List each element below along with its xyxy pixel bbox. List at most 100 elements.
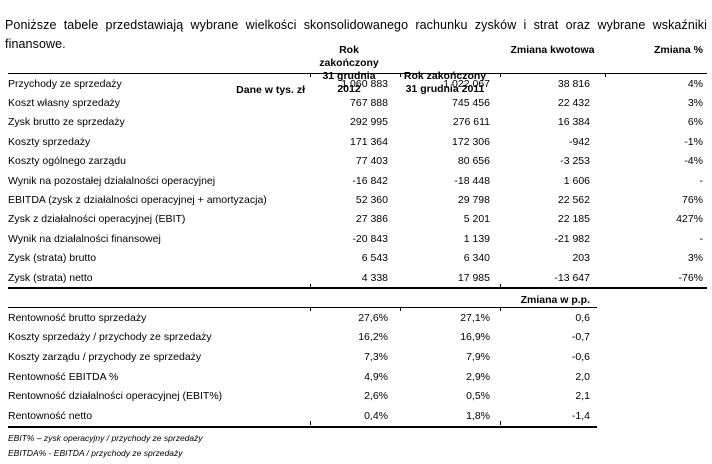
value-change: -3 253 (560, 155, 590, 168)
value-change: 22 562 (557, 194, 590, 207)
value-2011: 172 306 (452, 135, 490, 148)
value-change-pp: 0,6 (575, 311, 590, 324)
table-row: Przychody ze sprzedaży 1 060 883 1 022 0… (8, 74, 707, 93)
value-2012: 77 403 (355, 155, 388, 168)
income-statement-header-row: Dane w tys. zł Rok zakończony 31 grudnia… (8, 44, 707, 96)
row-label: Koszty ogólnego zarządu (8, 155, 126, 168)
value-change-pp: -0,7 (571, 331, 590, 344)
table-row: EBITDA (zysk z działalności operacyjnej … (8, 190, 707, 209)
table-row: Koszty sprzedaży / przychody ze sprzedaż… (8, 328, 597, 348)
value-2011: 745 456 (452, 97, 490, 110)
intro-paragraph: Poniższe tabele przedstawiają wybrane wi… (5, 17, 707, 52)
value-2012: 2,6% (364, 390, 388, 403)
value-2012: 0,4% (364, 409, 388, 422)
row-label: Przychody ze sprzedaży (8, 77, 122, 90)
value-change-pct: -76% (678, 271, 703, 284)
value-2011: 27,1% (460, 311, 490, 324)
row-label: EBITDA (zysk z działalności operacyjnej … (8, 194, 267, 207)
value-2011: 1 022 067 (443, 77, 490, 90)
row-label: Koszty sprzedaży (8, 135, 91, 148)
row-label: Wynik na pozostałej działalności operacy… (8, 174, 216, 187)
row-label: Rentowność netto (8, 409, 93, 422)
value-change: 1 606 (563, 174, 590, 187)
value-change-pct: 427% (676, 213, 703, 226)
table-row: Rentowność netto 0,4% 1,8% -1,4 (8, 406, 597, 426)
col-header-zmiana-pct: Zmiana % (653, 44, 703, 56)
row-label: Rentowność brutto sprzedaży (8, 311, 147, 324)
value-2011: 6 340 (463, 252, 490, 265)
value-2012: 7,3% (364, 350, 388, 363)
col-header-rok-2012: Rok zakończony 31 grudnia 2012 (319, 44, 379, 95)
income-statement-body: Przychody ze sprzedaży 1 060 883 1 022 0… (8, 74, 707, 290)
value-2011: 17 985 (457, 271, 490, 284)
ratios-body: Rentowność brutto sprzedaży 27,6% 27,1% … (8, 308, 597, 428)
empty-header-cell (400, 290, 500, 307)
ratios-header-row: Zmiana w p.p. (8, 290, 597, 308)
value-2012: 4,9% (364, 370, 388, 383)
table-row: Zysk z działalności operacyjnej (EBIT) 2… (8, 210, 707, 229)
value-2012: 27 386 (355, 213, 388, 226)
value-2011: -18 448 (454, 174, 490, 187)
value-2012: 171 364 (350, 135, 388, 148)
value-2011: 1 139 (463, 232, 490, 245)
value-2012: -20 843 (352, 232, 388, 245)
row-label: Koszty zarządu / przychody ze sprzedaży (8, 350, 202, 363)
value-change: -942 (568, 135, 590, 148)
table-row: Rentowność działalności operacyjnej (EBI… (8, 386, 597, 406)
footnotes-block: EBIT% – zysk operacyjny / przychody ze s… (8, 431, 203, 461)
table-row: Wynik na działalności finansowej -20 843… (8, 229, 707, 248)
value-change-pp: -0,6 (571, 350, 590, 363)
value-2011: 276 611 (452, 116, 490, 129)
value-change-pct: 76% (681, 194, 703, 207)
value-2012: 52 360 (355, 194, 388, 207)
table-row: Zysk (strata) brutto 6 543 6 340 203 3% (8, 249, 707, 268)
column-divider-tick (500, 421, 501, 425)
value-change-pct: - (699, 174, 704, 187)
table-row: Zysk (strata) netto 4 338 17 985 -13 647… (8, 268, 707, 287)
table-row: Koszty sprzedaży 171 364 172 306 -942 -1… (8, 132, 707, 151)
value-2011: 80 656 (457, 155, 490, 168)
value-change-pct: 3% (687, 97, 703, 110)
col-header-rok-2011: Rok zakończony 31 grudnia 2011 (403, 70, 487, 95)
value-change-pp: -1,4 (571, 409, 590, 422)
value-change-pct: -4% (684, 155, 703, 168)
value-2012: 4 338 (361, 271, 388, 284)
column-divider-tick (310, 73, 311, 77)
value-2012: 6 543 (361, 252, 388, 265)
table-row: Zysk brutto ze sprzedaży 292 995 276 611… (8, 113, 707, 132)
row-label: Koszt własny sprzedaży (8, 97, 121, 110)
value-2011: 16,9% (460, 331, 490, 344)
table-row: Koszty zarządu / przychody ze sprzedaży … (8, 347, 597, 367)
value-2011: 5 201 (463, 213, 490, 226)
column-divider-tick (605, 73, 606, 77)
col-header-dane-w-tys-zl: Dane w tys. zł (236, 84, 305, 96)
value-2012: 767 888 (350, 97, 388, 110)
value-2012: 292 995 (350, 116, 388, 129)
row-label: Zysk z działalności operacyjnej (EBIT) (8, 213, 186, 226)
row-label: Wynik na działalności finansowej (8, 232, 161, 245)
value-2012: -16 842 (352, 174, 388, 187)
value-change-pct: - (699, 232, 704, 245)
column-divider-tick (500, 73, 501, 77)
row-label: Rentowność EBITDA % (8, 370, 119, 383)
income-statement-table: Dane w tys. zł Rok zakończony 31 grudnia… (8, 44, 707, 290)
column-divider-tick (310, 284, 311, 288)
value-change-pct: -1% (684, 135, 703, 148)
value-change: -21 982 (554, 232, 590, 245)
col-header-zmiana-kwotowa: Zmiana kwotowa (510, 44, 595, 56)
column-divider-tick (310, 421, 311, 425)
table-row: Rentowność brutto sprzedaży 27,6% 27,1% … (8, 308, 597, 328)
row-label: Rentowność działalności operacyjnej (EBI… (8, 390, 223, 403)
table-row: Koszt własny sprzedaży 767 888 745 456 2… (8, 93, 707, 112)
column-divider-tick (400, 73, 401, 77)
value-change-pct: 4% (687, 77, 703, 90)
value-change: 22 185 (557, 213, 590, 226)
value-2011: 7,9% (466, 350, 490, 363)
column-divider-tick (400, 307, 401, 311)
table-row: Rentowność EBITDA % 4,9% 2,9% 2,0 (8, 367, 597, 387)
value-change: 203 (572, 252, 590, 265)
row-label: Koszty sprzedaży / przychody ze sprzedaż… (8, 331, 212, 344)
column-divider-tick (500, 284, 501, 288)
value-2011: 2,9% (466, 370, 490, 383)
value-2011: 0,5% (466, 390, 490, 403)
